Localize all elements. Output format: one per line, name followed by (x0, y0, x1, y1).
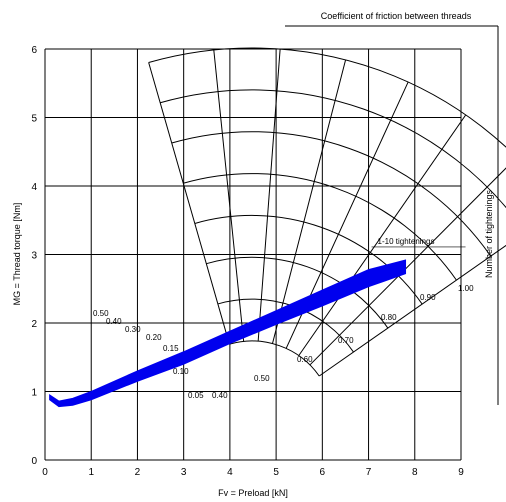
x-tick-label: 8 (412, 467, 418, 478)
x-tick-label: 4 (227, 467, 233, 478)
friction-coefficient-label: 0.50 (93, 309, 109, 318)
series-label: 1-10 tightenings (378, 237, 435, 246)
nomogram-arc (194, 214, 423, 305)
nomogram-radial (257, 49, 281, 342)
y-axis-label: MG = Thread torque [Nm] (12, 203, 22, 306)
y-tick-label: 0 (31, 456, 37, 467)
chart-labels: 0.050.100.150.200.300.400.500.400.500.60… (93, 284, 474, 400)
tightening-coefficient-label: 0.50 (254, 374, 270, 383)
friction-nomogram (148, 47, 506, 377)
y-tick-label: 4 (31, 182, 37, 193)
tick-labels: 0 1 2 3 4 5 6 7 8 9 0 1 2 3 4 5 6 (31, 45, 464, 478)
nomogram-arc (229, 340, 320, 377)
x-tick-label: 2 (135, 467, 141, 478)
tightening-coefficient-label: 0.90 (420, 293, 436, 302)
nomogram-radial (318, 244, 506, 377)
nomogram-radial (213, 49, 245, 342)
tightening-coefficient-label: 0.40 (212, 391, 228, 400)
friction-coefficient-label: 0.10 (173, 367, 189, 376)
y-tick-label: 5 (31, 114, 37, 125)
grid (44, 48, 462, 461)
x-tick-label: 9 (458, 467, 464, 478)
friction-coefficient-label: 0.20 (146, 333, 162, 342)
tightening-coefficient-label: 0.60 (297, 355, 313, 364)
nomogram-radial (148, 62, 230, 345)
top-label: Coefficient of friction between threads (321, 11, 472, 21)
x-tick-label: 3 (181, 467, 187, 478)
y-tick-label: 1 (31, 388, 37, 399)
right-axis-label: Number of tightenings (484, 189, 494, 278)
friction-coefficient-label: 0.15 (163, 344, 179, 353)
nomogram-arc (206, 256, 389, 329)
series-band-fill (49, 259, 407, 408)
nomogram-radial (298, 114, 467, 356)
tightening-coefficient-label: 0.80 (381, 313, 397, 322)
nomogram-radial (271, 59, 347, 344)
x-tick-label: 6 (320, 467, 326, 478)
nomogram-arc (171, 131, 492, 257)
y-tick-label: 2 (31, 319, 37, 330)
friction-coefficient-label: 0.05 (188, 391, 204, 400)
nomogram-radial (309, 167, 506, 366)
nomogram-arc (160, 89, 506, 209)
x-tick-label: 1 (88, 467, 94, 478)
x-axis-label: Fv = Preload [kN] (218, 488, 288, 498)
friction-coefficient-label: 0.30 (125, 325, 141, 334)
tightening-coefficient-label: 0.70 (338, 336, 354, 345)
y-tick-label: 6 (31, 45, 37, 56)
x-tick-label: 0 (42, 467, 48, 478)
tightening-coefficient-label: 1.00 (458, 284, 474, 293)
friction-coefficient-label: 0.40 (106, 317, 122, 326)
x-tick-label: 7 (366, 467, 372, 478)
x-tick-label: 5 (273, 467, 279, 478)
series-band: 1-10 tightenings (49, 237, 466, 408)
nomogram-arc (148, 47, 506, 148)
y-tick-label: 3 (31, 251, 37, 262)
